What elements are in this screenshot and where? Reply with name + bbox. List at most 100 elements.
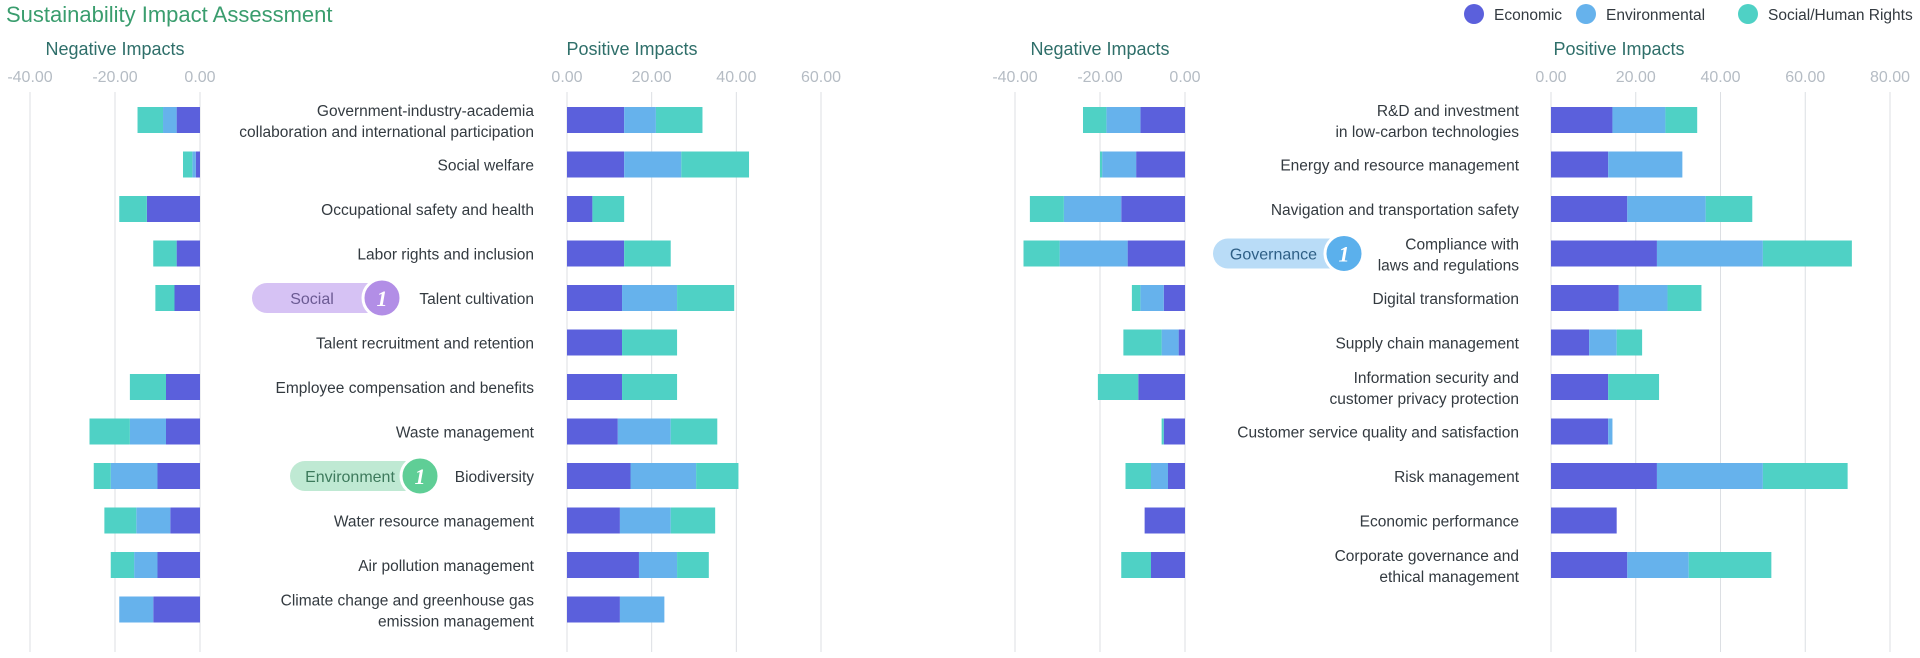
positive-bar-economic (1551, 418, 1609, 445)
negative-bar-social-human-rights (1161, 418, 1164, 445)
positive-bar-environmental (1656, 240, 1763, 267)
negative-bar-environmental (1161, 329, 1179, 356)
category-row: Occupational safety and health (119, 196, 625, 222)
positive-bar-economic (1551, 463, 1657, 489)
negative-bar-environmental (1151, 463, 1168, 489)
negative-bar-economic (170, 507, 200, 534)
negative-bar-social-human-rights (110, 552, 135, 578)
legend-swatch-social-human-rights (1738, 4, 1758, 24)
category-label: Water resource management (334, 514, 535, 531)
badge-pill (290, 461, 436, 491)
left-chart-group: Negative Impacts Positive Impacts -40.00 -2… (7, 39, 841, 652)
negative-bar-social-human-rights (155, 285, 175, 311)
category-label: customer privacy protection (1329, 391, 1519, 408)
legend-swatch-environmental (1576, 4, 1596, 24)
positive-bar-economic (567, 374, 623, 400)
negative-panel-title: Negative Impacts (45, 39, 184, 59)
negative-bar-social-human-rights (1083, 107, 1107, 133)
positive-bar-social-human-rights (1688, 552, 1772, 578)
negative-bar-economic (157, 463, 200, 489)
positive-bar-environmental (619, 507, 671, 534)
positive-bar-environmental (1608, 151, 1683, 178)
positive-bar-social-human-rights (1665, 107, 1698, 133)
category-label: Supply chain management (1335, 336, 1519, 353)
positive-bar-economic (1551, 196, 1628, 222)
positive-bar-economic (567, 552, 639, 578)
category-label: Energy and resource management (1280, 158, 1519, 175)
negative-bar-environmental (1140, 285, 1164, 311)
legend-label: Environmental (1606, 7, 1705, 24)
positive-bar-environmental (624, 151, 682, 178)
negative-bar-social-human-rights (1121, 552, 1151, 578)
badge-circle (399, 455, 441, 497)
category-row: Employee compensation and benefits (129, 374, 678, 400)
positive-bar-economic (567, 240, 625, 267)
positive-bar-social-human-rights (622, 329, 678, 356)
positive-tick-label: 20.00 (1616, 69, 1656, 86)
negative-bar-environmental (129, 418, 166, 445)
category-badge-social: Social 1 (252, 277, 403, 319)
category-row: Energy and resource management (1100, 151, 1683, 178)
positive-bar-social-human-rights (677, 285, 735, 311)
category-row: Government-industry-academia collaboratio… (137, 103, 703, 141)
negative-bar-economic (174, 285, 200, 311)
negative-bar-economic (157, 552, 200, 578)
negative-tick-label: -20.00 (1077, 69, 1122, 86)
negative-bar-economic (195, 151, 200, 178)
badge-label: Social (290, 291, 334, 308)
positive-tick-label: 80.00 (1870, 69, 1910, 86)
category-row: R&D and investment in low-carbon technolo… (1083, 103, 1698, 141)
category-row: Customer service quality and satisfactio… (1161, 418, 1613, 445)
negative-bar-economic (1140, 107, 1185, 133)
badge-circle (1323, 233, 1365, 274)
category-row: Risk management (1125, 463, 1848, 489)
positive-bar-economic (1551, 240, 1657, 267)
positive-bar-economic (1551, 107, 1613, 133)
category-label: Climate change and greenhouse gas (281, 593, 535, 610)
category-label: Talent cultivation (419, 291, 534, 308)
positive-bar-economic (567, 596, 620, 623)
badge-circle (361, 277, 403, 319)
category-label: Social welfare (438, 158, 535, 175)
negative-bar-environmental (1102, 151, 1137, 178)
positive-tick-label: 60.00 (801, 69, 841, 86)
category-badge-governance: Governance 1 (1213, 233, 1365, 274)
negative-bar-economic (1168, 463, 1185, 489)
negative-bar-social-human-rights (1023, 240, 1060, 267)
negative-tick-label: -20.00 (92, 69, 137, 86)
negative-bar-social-human-rights (104, 507, 137, 534)
negative-bar-social-human-rights (89, 418, 130, 445)
negative-bar-social-human-rights (1029, 196, 1064, 222)
category-label: Compliance with (1405, 237, 1519, 254)
positive-bar-economic (567, 507, 620, 534)
positive-panel-title: Positive Impacts (1553, 39, 1684, 59)
badge-label: Environment (305, 469, 395, 486)
negative-bar-social-human-rights (129, 374, 166, 400)
category-row: Navigation and transportation safety (1029, 196, 1753, 222)
positive-bar-economic (1551, 285, 1619, 311)
negative-bar-economic (166, 418, 200, 445)
negative-tick-label: -40.00 (7, 69, 52, 86)
positive-bar-environmental (630, 463, 697, 489)
negative-bar-social-human-rights (1097, 374, 1139, 400)
positive-bar-social-human-rights (1762, 463, 1848, 489)
positive-bar-economic (567, 285, 623, 311)
negative-bar-economic (153, 596, 200, 623)
category-row: Climate change and greenhouse gas emissio… (119, 593, 665, 631)
negative-bar-environmental (1059, 240, 1128, 267)
negative-bar-economic (1144, 507, 1185, 534)
badge-label: Governance (1230, 247, 1317, 264)
negative-bar-environmental (163, 107, 177, 133)
positive-tick-label: 20.00 (632, 69, 672, 86)
negative-bar-economic (1163, 285, 1185, 311)
category-label: in low-carbon technologies (1335, 124, 1519, 141)
legend-label: Social/Human Rights (1768, 7, 1913, 24)
negative-bar-social-human-rights (1100, 151, 1103, 178)
positive-bar-environmental (1589, 329, 1617, 356)
negative-bar-environmental (136, 507, 171, 534)
negative-bar-economic (1136, 151, 1185, 178)
positive-bar-environmental (1627, 552, 1689, 578)
negative-bar-social-human-rights (1131, 285, 1141, 311)
category-row: Waste management (89, 418, 718, 445)
positive-bar-economic (1551, 329, 1590, 356)
